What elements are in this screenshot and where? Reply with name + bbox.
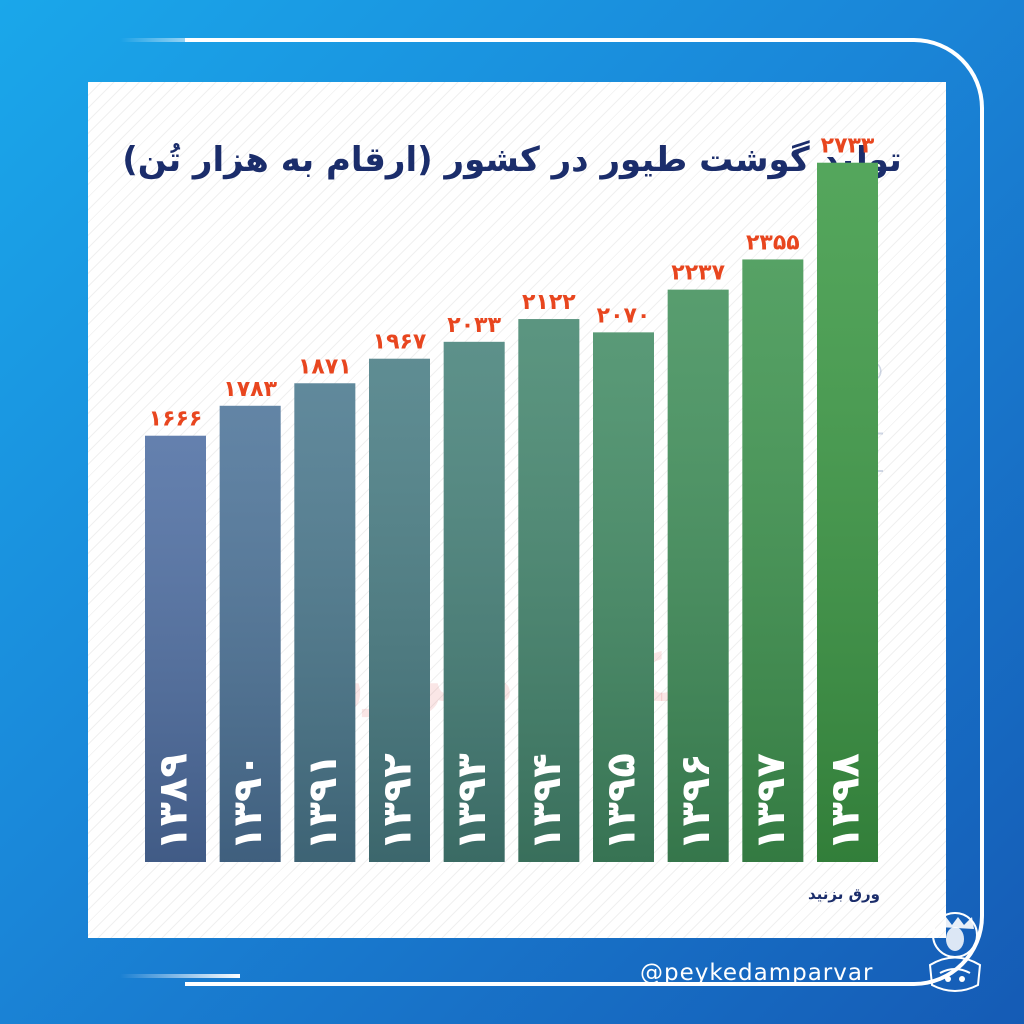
value-label-6: ۲۰۷۰ <box>597 303 651 328</box>
bar-shade-2 <box>294 383 356 862</box>
decorative-frame <box>185 38 984 986</box>
bar-shade-6 <box>593 332 654 863</box>
category-label-4: ۱۳۹۳ <box>449 753 495 851</box>
category-label-9: ۱۳۹۸ <box>823 753 869 851</box>
bar-shade-7 <box>667 289 729 862</box>
value-label-2: ۱۸۷۱ <box>298 354 352 379</box>
chart-title: تولید گوشت طیور در کشور (ارقام به هزار ت… <box>122 140 902 180</box>
category-label-6: ۱۳۹۵ <box>599 753 645 851</box>
value-label-7: ۲۲۳۷ <box>671 261 725 286</box>
brand-logo-icon <box>928 912 982 992</box>
value-label-9: ۲۷۳۳ <box>821 134 875 159</box>
bar-shade-1 <box>219 405 281 862</box>
bar-shade-8 <box>742 259 804 862</box>
social-handle: @peykedamparvar <box>640 960 874 986</box>
value-label-5: ۲۱۲۲ <box>522 290 576 315</box>
frame-fade-bottom <box>120 974 240 978</box>
category-label-0: ۱۳۸۹ <box>151 753 197 851</box>
swipe-hint: ورق بزنید <box>808 885 880 903</box>
bar-shade-9 <box>817 162 878 863</box>
bar-shade-3 <box>369 358 430 862</box>
category-label-1: ۱۳۹۰ <box>225 753 271 851</box>
category-label-5: ۱۳۹۴ <box>524 753 570 851</box>
category-label-7: ۱۳۹۶ <box>673 753 719 851</box>
bar-shade-4 <box>443 341 505 863</box>
bar-shade-0 <box>145 435 206 862</box>
bar-shade-5 <box>518 319 580 863</box>
category-label-8: ۱۳۹۷ <box>748 753 794 851</box>
value-label-3: ۱۹۶۷ <box>373 330 427 355</box>
value-label-1: ۱۷۸۳ <box>223 377 277 402</box>
value-label-8: ۲۳۵۵ <box>746 230 800 255</box>
category-label-2: ۱۳۹۱ <box>300 753 346 851</box>
value-label-0: ۱۶۶۶ <box>149 407 203 432</box>
value-label-4: ۲۰۳۳ <box>447 313 501 338</box>
frame-fade-top <box>120 38 240 42</box>
category-label-3: ۱۳۹۲ <box>375 753 421 851</box>
